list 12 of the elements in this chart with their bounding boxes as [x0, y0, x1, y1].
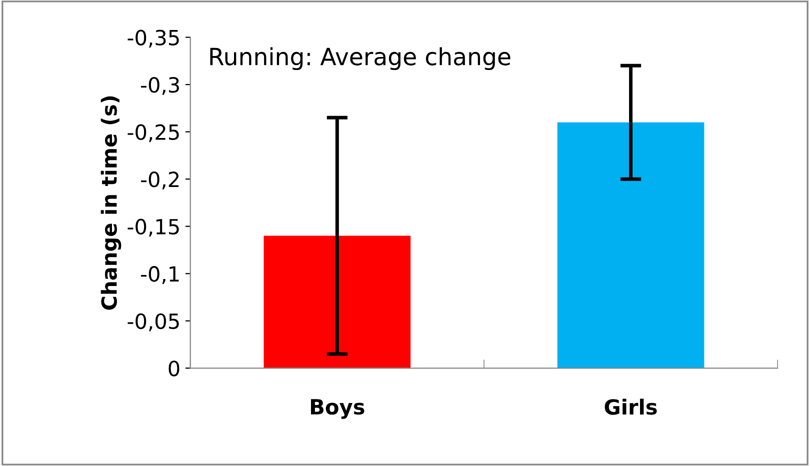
y-tick-label: -0,3 [141, 77, 179, 95]
y-tick-label: -0,05 [128, 313, 179, 332]
x-tick-label: Boys [310, 399, 364, 419]
x-tick-label: Girls [604, 398, 657, 415]
y-tick-label: -0,25 [128, 124, 179, 142]
chart-title: Running: Average change [210, 47, 510, 70]
y-axis-title: Change in time (s) [100, 96, 122, 310]
y-tick-label: -0,35 [128, 30, 179, 48]
y-tick-label: 0 [168, 360, 180, 376]
y-tick-label: -0,2 [141, 172, 179, 190]
y-tick-label: -0,1 [141, 266, 179, 284]
y-tick-label: -0,15 [128, 218, 179, 237]
